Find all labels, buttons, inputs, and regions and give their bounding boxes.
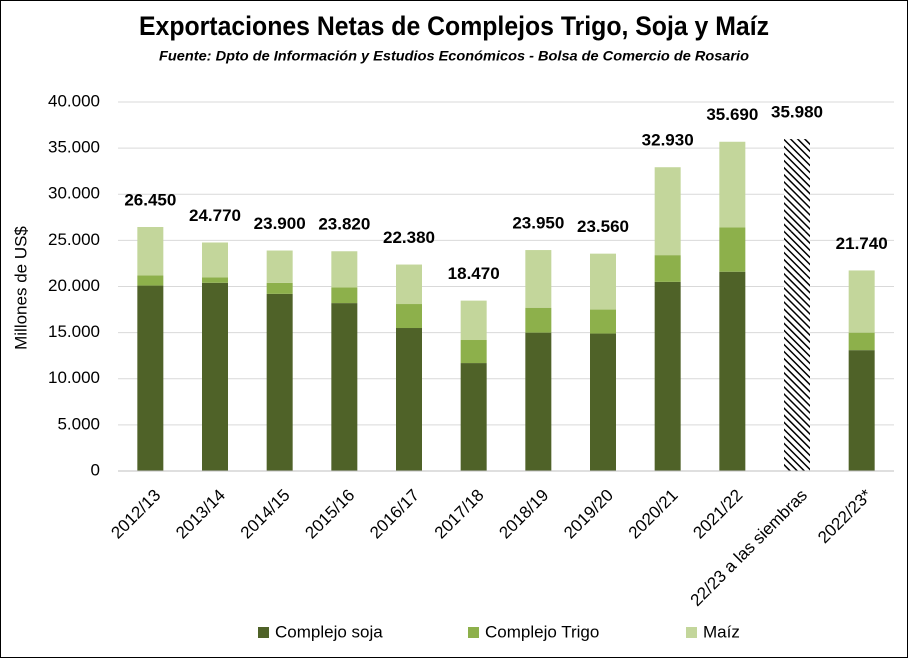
y-tick-label: 30.000 [48,184,100,203]
y-tick-label: 15.000 [48,322,100,341]
total-label: 26.450 [124,190,176,209]
y-tick-label: 5.000 [57,414,100,433]
total-label: 18.470 [448,264,500,283]
total-label: 35.980 [771,103,823,122]
bar-segment [590,253,616,310]
chart-subtitle: Fuente: Dpto de Información y Estudios E… [159,48,749,64]
bar-segment [719,271,746,471]
total-label: 23.820 [318,215,370,234]
y-tick-label: 20.000 [48,276,100,295]
bar-segment [525,307,552,333]
bar-segment [848,350,875,471]
y-tick-label: 40.000 [48,91,100,110]
total-label: 22.380 [383,228,435,247]
legend-swatch [258,627,269,638]
bar-segment [331,303,358,471]
bar-segment [784,231,810,276]
bar-segment [266,293,293,471]
total-label: 23.900 [254,214,306,233]
bar-segment [590,309,616,334]
bar-segment [654,167,681,256]
bar-segment [460,300,487,341]
legend-swatch [686,627,697,638]
total-label: 24.770 [189,206,241,225]
total-label: 23.560 [577,217,629,236]
chart-title: Exportaciones Netas de Complejos Trigo, … [139,11,769,41]
total-label: 35.690 [706,105,758,124]
bar-segment [202,242,228,278]
total-label: 32.930 [642,131,694,150]
total-label: 23.950 [512,214,564,233]
y-tick-label: 10.000 [48,368,100,387]
bar-segment [590,333,616,471]
bar-segment [784,139,810,232]
y-axis-label: Millones de US$ [11,226,30,350]
bar-segment [331,251,358,288]
bar-segment [396,328,422,471]
y-tick-label: 25.000 [48,230,100,249]
bar-segment [525,332,552,471]
bar-segment [848,332,875,351]
legend-label: Maíz [703,622,740,641]
bar-segment [719,141,746,228]
bar-segment [460,363,487,471]
bar-segment [137,275,164,286]
bar-segment [654,281,681,471]
y-tick-label: 35.000 [48,138,100,157]
legend-label: Complejo soja [275,622,383,641]
total-label: 21.740 [836,234,888,253]
bar-segment [784,275,810,471]
bar-segment [654,255,681,282]
bar-segment [266,282,293,294]
bar-segment [848,270,875,333]
bar-segment [331,287,358,304]
bar-segment [396,304,422,329]
y-tick-label: 0 [91,460,100,479]
bar-segment [460,340,487,364]
bar-segment [525,250,552,308]
bar-segment [266,250,293,283]
legend-swatch [468,627,479,638]
bar-segment [137,285,164,471]
bar-segment [719,227,746,272]
bar-segment [137,226,164,276]
bar-segment [396,264,422,305]
bar-segment [202,277,228,283]
bar-segment [202,282,228,471]
legend-label: Complejo Trigo [485,622,599,641]
